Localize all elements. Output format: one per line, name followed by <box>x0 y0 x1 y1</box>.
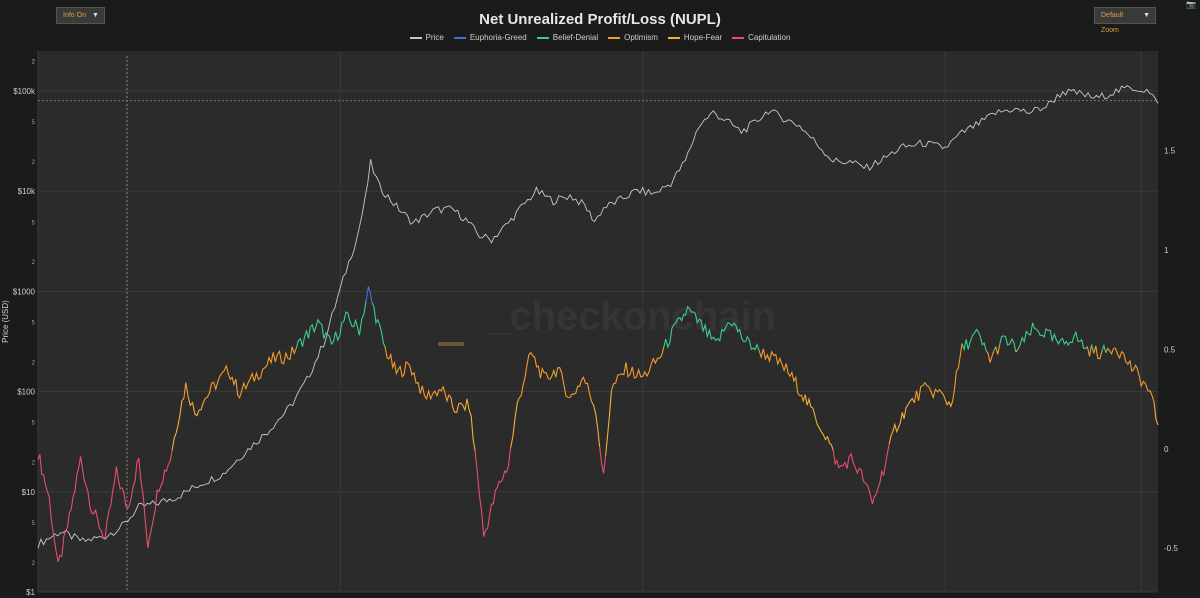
nupl-belief-denial-segment <box>371 302 386 348</box>
nupl-hope-fear-segment <box>888 397 915 445</box>
nupl-euphoria-greed-segment <box>365 286 373 303</box>
nupl-optimism-segment <box>610 347 665 392</box>
legend-swatch <box>608 36 621 39</box>
nupl-optimism-segment <box>384 347 452 403</box>
nupl-optimism-segment <box>1093 345 1103 360</box>
legend-swatch <box>732 36 745 39</box>
legend-item[interactable]: Hope-Fear <box>667 33 723 42</box>
chevron-down-icon: ▼ <box>1143 12 1150 19</box>
chart-title: Net Unrealized Profit/Loss (NUPL) <box>479 11 721 28</box>
info-toggle-label: Info On <box>63 12 86 19</box>
y-tick-label: $100 <box>17 388 35 397</box>
price-line <box>37 85 1159 549</box>
nupl-hope-fear-segment <box>591 401 601 448</box>
watermark: _checkonchain <box>486 294 776 338</box>
y-minor-tick-label: 2 <box>32 260 36 266</box>
nupl-belief-denial-segment <box>1091 344 1095 354</box>
y2-tick-label: 1 <box>1164 246 1169 255</box>
y-minor-tick-label: 5 <box>32 321 36 327</box>
legend-swatch <box>667 36 680 39</box>
y-minor-tick-label: 5 <box>32 220 36 226</box>
legend-label: Capitulation <box>748 33 791 42</box>
legend-swatch <box>536 36 549 39</box>
nupl-optimism-segment <box>205 346 297 400</box>
chart-legend: Price Euphoria-Greed Belief-Denial Optimism… <box>0 33 1200 42</box>
watermark-logo-bar <box>438 342 464 346</box>
nupl-capitulation-segment <box>599 446 607 474</box>
nupl-belief-denial-segment <box>1017 322 1088 350</box>
nupl-optimism-segment <box>995 344 1001 355</box>
nupl-optimism-segment <box>952 343 963 401</box>
legend-swatch <box>453 36 466 39</box>
camera-icon[interactable]: 📷 <box>1186 0 1196 9</box>
chevron-down-icon: ▼ <box>92 12 99 19</box>
nupl-belief-denial-segment <box>663 305 760 351</box>
y-minor-tick-label: 2 <box>32 60 36 66</box>
nupl-belief-denial-segment <box>295 300 367 349</box>
nupl-optimism-segment <box>1086 344 1093 357</box>
y-axis-label: Price (USD) <box>1 300 10 343</box>
nupl-hope-fear-segment <box>605 390 612 456</box>
legend-item[interactable]: Optimism <box>608 33 658 42</box>
nupl-belief-denial-segment <box>1113 347 1116 350</box>
y-tick-label: $100k <box>13 87 36 96</box>
legend-item[interactable]: Capitulation <box>732 33 790 42</box>
legend-label: Belief-Denial <box>552 33 599 42</box>
y-minor-tick-label: 2 <box>32 60 36 66</box>
nupl-hope-fear-segment <box>804 394 834 451</box>
nupl-capitulation-segment <box>832 443 890 505</box>
y-minor-tick-label: 5 <box>32 421 36 427</box>
nupl-hope-fear-segment <box>510 397 520 449</box>
y-minor-tick-label: 2 <box>32 561 36 567</box>
y-minor-tick-label: 5 <box>32 120 36 126</box>
nupl-optimism-segment <box>913 381 946 403</box>
legend-label: Euphoria-Greed <box>469 33 527 42</box>
nupl-optimism-segment <box>985 350 995 363</box>
zoom-select-label: Default Zoom <box>1101 12 1124 34</box>
legend-item[interactable]: Euphoria-Greed <box>453 33 527 42</box>
legend-label: Hope-Fear <box>683 33 723 42</box>
nupl-optimism-segment <box>518 351 593 403</box>
y2-tick-label: -0.5 <box>1164 544 1178 553</box>
y-tick-label: $1 <box>26 588 35 597</box>
y-tick-label: $10 <box>22 488 36 497</box>
nupl-hope-fear-segment <box>450 396 476 452</box>
nupl-hope-fear-segment <box>944 399 954 408</box>
legend-label: Optimism <box>624 33 658 42</box>
y2-tick-label: 0 <box>1164 445 1169 454</box>
y-minor-tick-label: 2 <box>32 360 36 366</box>
nupl-hope-fear-segment <box>187 396 206 417</box>
legend-item[interactable]: Belief-Denial <box>536 33 599 42</box>
y-minor-tick-label: 5 <box>32 521 36 527</box>
zoom-select-button[interactable]: Default Zoom ▼ <box>1094 7 1156 34</box>
nupl-optimism-segment <box>183 382 189 399</box>
nupl-belief-denial-segment <box>1101 343 1107 353</box>
info-toggle-button[interactable]: Info On ▼ <box>56 7 105 24</box>
plot-area <box>38 51 1158 592</box>
y2-tick-label: 0.5 <box>1164 345 1176 354</box>
legend-swatch <box>409 36 422 39</box>
nupl-optimism-segment <box>1105 347 1115 356</box>
y-minor-tick-label: 2 <box>32 461 36 467</box>
nupl-belief-denial-segment <box>961 328 987 352</box>
nupl-hope-fear-segment <box>1153 402 1159 426</box>
nupl-optimism-segment <box>1114 347 1155 403</box>
nupl-capitulation-segment <box>474 447 512 537</box>
nupl-optimism-segment <box>758 348 806 403</box>
nupl-optimism-segment <box>1015 349 1019 353</box>
nupl-hope-fear-segment <box>171 398 185 451</box>
y-tick-label: $1000 <box>13 287 36 296</box>
legend-item[interactable]: Price <box>409 33 444 42</box>
nupl-belief-denial-segment <box>999 335 1017 353</box>
y-minor-tick-label: 2 <box>32 160 36 166</box>
nupl-capitulation-segment <box>37 450 173 562</box>
y2-tick-label: 1.5 <box>1164 146 1176 155</box>
y-tick-label: $10k <box>18 187 36 196</box>
legend-label: Price <box>425 33 444 42</box>
